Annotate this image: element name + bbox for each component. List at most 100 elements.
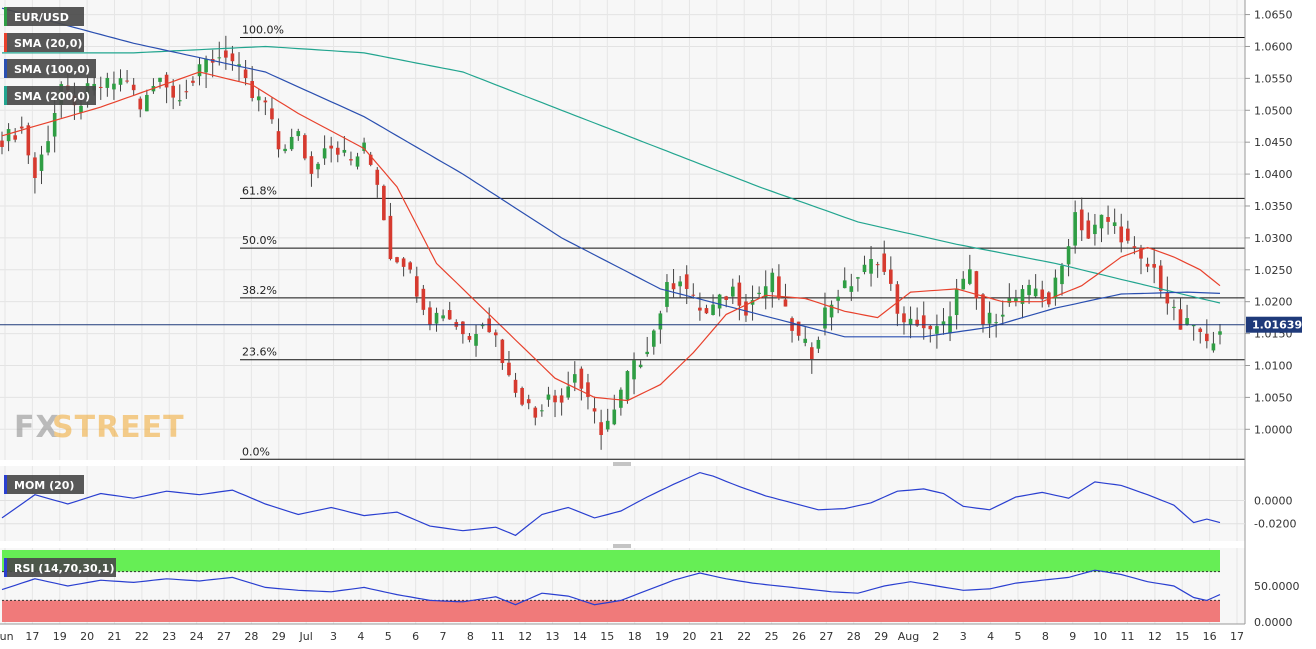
candle-body	[6, 129, 11, 142]
candle-body	[698, 307, 702, 311]
candle-body	[1007, 298, 1012, 303]
mom-panel	[0, 466, 1245, 541]
candle-body	[401, 258, 406, 267]
candle-body	[447, 310, 452, 320]
candle-body	[243, 69, 248, 79]
time-tick-label: Aug	[898, 630, 919, 643]
mom-tick-label: -0.0200	[1254, 518, 1296, 531]
momentum-indicator: 0.0000 -0.0200	[0, 471, 1296, 537]
candle-body	[408, 262, 413, 270]
time-tick-label: 29	[272, 630, 286, 643]
candle-body	[1126, 228, 1130, 241]
candle-body	[533, 407, 538, 418]
time-tick-label: 10	[1093, 630, 1107, 643]
moving-averages	[0, 7, 1245, 402]
time-tick-label: 21	[710, 630, 724, 643]
panel-resize-handle-1[interactable]	[613, 462, 631, 466]
sma200-line	[2, 45, 1221, 304]
time-tick-label: 28	[847, 630, 861, 643]
legend-symbol-accent	[4, 7, 7, 26]
candle-body	[579, 368, 584, 389]
candle-body	[480, 325, 485, 327]
candle-body	[895, 284, 900, 314]
candle-body	[856, 277, 860, 279]
candle-body	[546, 394, 551, 400]
rsi-indicator: 50.0000 0.0000	[1, 550, 1300, 629]
legend-sma200[interactable]: SMA (200,0)	[4, 86, 96, 105]
time-tick-label: 17	[25, 630, 39, 643]
candle-body	[908, 318, 913, 325]
candle-body	[1106, 217, 1110, 222]
time-axis: Jun17192021222324272829Jul34567811121314…	[0, 623, 1245, 643]
price-tick-label: 1.0250	[1254, 264, 1293, 277]
legend-rsi-bg	[4, 558, 116, 577]
candle-body	[414, 276, 419, 297]
candle-body	[204, 58, 208, 73]
candle-body	[1099, 214, 1104, 229]
price-axis: 1.0650 1.0600 1.0550 1.0500 1.0450 1.0400 1.03…	[1244, 0, 1302, 624]
candle-body	[0, 140, 4, 147]
candle-body	[46, 141, 50, 153]
candle-body	[889, 269, 893, 284]
candle-body	[1014, 298, 1018, 302]
candle-body	[1145, 263, 1150, 267]
time-tick-label: 2	[932, 630, 939, 643]
candle-body	[921, 315, 926, 329]
candle-body	[1185, 318, 1189, 325]
candle-body	[599, 422, 603, 436]
legend-sma20[interactable]: SMA (20,0)	[4, 33, 84, 52]
candle-body	[717, 294, 722, 309]
candle-body	[177, 100, 182, 102]
candle-body	[474, 334, 478, 346]
legend-symbol[interactable]: EUR/USD	[4, 7, 84, 26]
time-tick-label: 19	[53, 630, 67, 643]
legend-sma100[interactable]: SMA (100,0)	[4, 59, 96, 78]
candle-body	[540, 410, 544, 412]
candle-body	[744, 301, 748, 316]
candle-body	[26, 125, 31, 156]
rsi-tick-label: 0.0000	[1254, 616, 1293, 629]
candle-body	[1139, 247, 1143, 259]
fib-label: 23.6%	[242, 346, 277, 359]
candle-body	[836, 296, 840, 301]
candle-body	[724, 296, 729, 300]
time-tick-label: 8	[467, 630, 474, 643]
time-tick-label: 13	[546, 630, 560, 643]
fxstreet-logo: FX STREET	[14, 410, 184, 445]
legend-rsi[interactable]: RSI (14,70,30,1)	[4, 558, 116, 577]
logo-fx: FX	[14, 410, 60, 445]
candle-body	[118, 78, 123, 85]
candle-body	[421, 288, 426, 310]
candle-body	[368, 154, 373, 165]
fib-label: 0.0%	[242, 445, 270, 458]
legend-mom[interactable]: MOM (20)	[4, 475, 84, 494]
candle-body	[1132, 246, 1137, 249]
candle-body	[704, 308, 709, 314]
candle-body	[131, 84, 136, 91]
candle-body	[572, 374, 577, 383]
time-tick-label: 20	[80, 630, 94, 643]
candle-body	[270, 108, 274, 120]
candle-body	[1040, 289, 1045, 300]
candle-body	[1027, 284, 1031, 296]
candle-body	[105, 77, 110, 88]
legend-mom-label: MOM (20)	[14, 479, 74, 492]
candle-body	[79, 105, 83, 113]
fibonacci-levels: 100.0% 61.8% 50.0% 38.2% 23.6% 0.0%	[240, 24, 1245, 460]
candle-body	[829, 304, 834, 318]
candle-body	[362, 142, 366, 151]
candle-body	[39, 154, 44, 171]
candle-body	[645, 351, 650, 355]
panel-resize-handle-2[interactable]	[613, 544, 631, 548]
price-tick-label: 1.0300	[1254, 232, 1293, 245]
fib-label: 100.0%	[242, 24, 284, 37]
candle-body	[13, 135, 17, 140]
price-tick-label: 1.0000	[1254, 423, 1293, 436]
candle-body	[658, 313, 663, 330]
fib-label: 38.2%	[242, 284, 277, 297]
candle-body	[1191, 324, 1196, 327]
time-tick-label: Jul	[299, 630, 313, 643]
candle-body	[915, 319, 919, 326]
candle-body	[730, 286, 735, 297]
candle-body	[217, 57, 222, 59]
